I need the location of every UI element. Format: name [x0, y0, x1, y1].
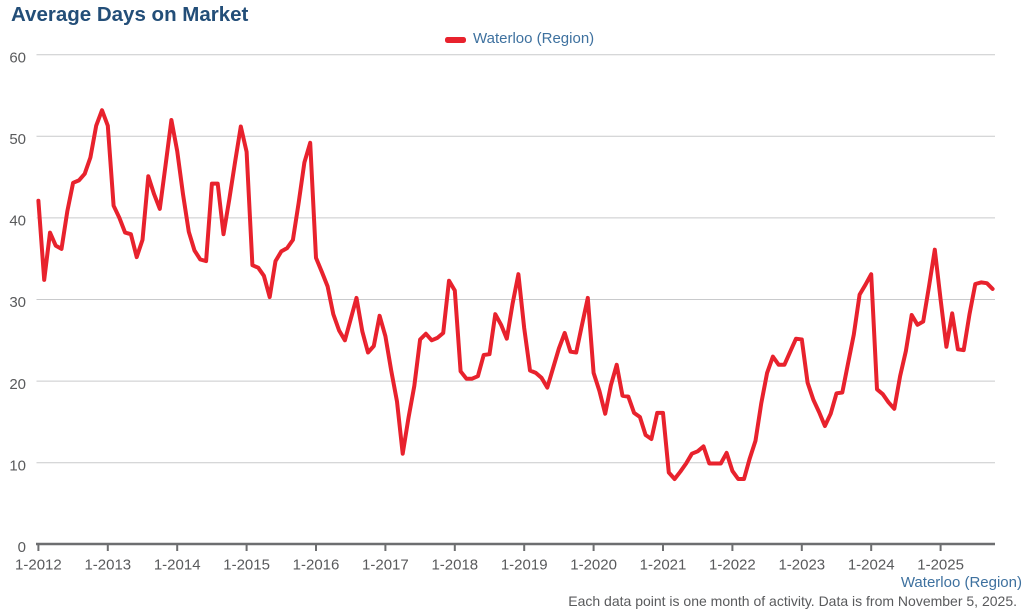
- svg-text:1-2014: 1-2014: [154, 557, 201, 574]
- svg-text:60: 60: [9, 49, 26, 66]
- svg-text:1-2019: 1-2019: [501, 557, 548, 574]
- svg-text:1-2012: 1-2012: [15, 557, 62, 574]
- svg-text:1-2017: 1-2017: [362, 557, 409, 574]
- svg-text:1-2022: 1-2022: [709, 557, 756, 574]
- svg-text:40: 40: [9, 213, 26, 230]
- svg-text:30: 30: [9, 294, 26, 311]
- svg-text:1-2013: 1-2013: [84, 557, 131, 574]
- svg-text:1-2024: 1-2024: [848, 557, 895, 574]
- svg-text:1-2016: 1-2016: [293, 557, 340, 574]
- svg-text:1-2025: 1-2025: [917, 557, 964, 574]
- svg-text:1-2015: 1-2015: [223, 557, 270, 574]
- svg-text:10: 10: [9, 457, 26, 474]
- svg-text:20: 20: [9, 376, 26, 393]
- svg-text:1-2023: 1-2023: [778, 557, 825, 574]
- svg-text:1-2020: 1-2020: [570, 557, 617, 574]
- svg-text:0: 0: [18, 539, 26, 556]
- svg-text:1-2021: 1-2021: [640, 557, 687, 574]
- svg-text:1-2018: 1-2018: [431, 557, 478, 574]
- svg-text:50: 50: [9, 131, 26, 148]
